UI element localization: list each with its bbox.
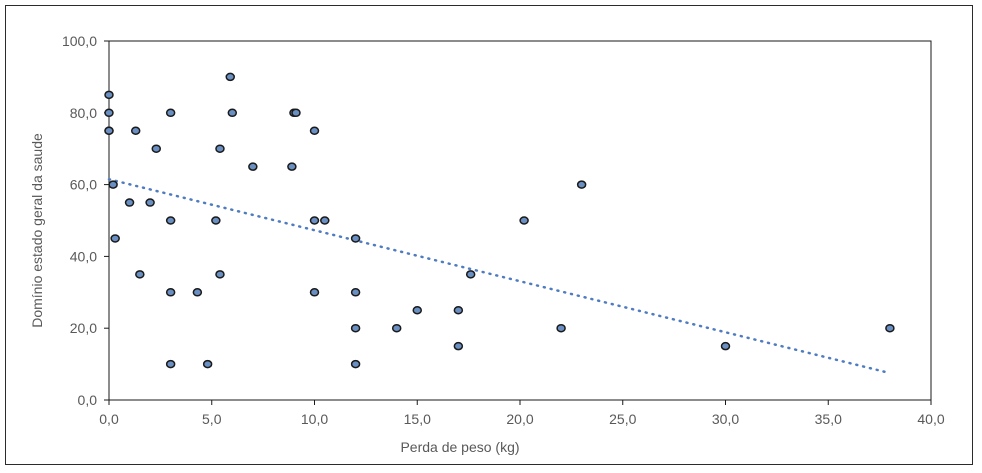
x-tick-label: 0,0 xyxy=(99,411,119,427)
data-point xyxy=(412,306,422,315)
trendline xyxy=(107,177,892,375)
data-point xyxy=(165,216,176,225)
y-tick-label: 80,0 xyxy=(70,105,97,121)
data-point xyxy=(350,288,361,297)
data-point xyxy=(391,323,402,333)
data-point xyxy=(192,288,203,297)
data-point xyxy=(135,270,145,279)
data-point xyxy=(291,108,301,118)
data-point xyxy=(350,359,361,369)
data-point xyxy=(225,72,235,82)
x-tick-label: 25,0 xyxy=(609,411,636,427)
data-point xyxy=(108,180,118,189)
data-point xyxy=(104,108,114,118)
data-point xyxy=(287,162,297,171)
data-point xyxy=(885,323,895,333)
y-tick-label: 0,0 xyxy=(78,392,98,408)
data-point xyxy=(110,234,120,243)
data-point xyxy=(165,288,176,297)
data-point xyxy=(202,359,213,369)
x-tick-label: 30,0 xyxy=(712,411,739,427)
data-point xyxy=(720,341,731,351)
data-point xyxy=(145,198,155,207)
data-point xyxy=(320,216,330,225)
data-point xyxy=(309,216,320,225)
data-point xyxy=(350,234,361,243)
data-point xyxy=(215,144,225,153)
data-point xyxy=(165,108,176,118)
y-axis-title: Domínio estado geral da saude xyxy=(29,133,45,328)
data-point xyxy=(350,323,361,333)
data-point xyxy=(309,288,320,297)
data-point xyxy=(215,270,225,279)
data-point xyxy=(211,216,221,225)
data-point xyxy=(104,126,114,135)
data-point xyxy=(227,108,238,118)
data-point xyxy=(104,90,114,100)
data-point xyxy=(248,162,258,171)
x-axis-title: Perda de peso (kg) xyxy=(400,439,519,455)
data-point xyxy=(465,270,476,279)
chart-frame xyxy=(5,5,973,465)
x-tick-label: 40,0 xyxy=(917,411,944,427)
data-point xyxy=(453,341,464,351)
data-point xyxy=(124,198,135,207)
data-point xyxy=(519,216,529,225)
data-point xyxy=(556,323,566,333)
data-point xyxy=(165,359,176,369)
y-tick-label: 100,0 xyxy=(62,33,97,49)
y-tick-label: 20,0 xyxy=(70,320,97,336)
x-tick-label: 35,0 xyxy=(815,411,842,427)
y-tick-label: 60,0 xyxy=(70,177,97,193)
data-point xyxy=(576,180,587,189)
x-tick-label: 15,0 xyxy=(404,411,431,427)
data-point xyxy=(130,126,141,135)
y-tick-label: 40,0 xyxy=(70,248,97,264)
x-tick-label: 20,0 xyxy=(506,411,533,427)
x-tick-label: 5,0 xyxy=(202,411,222,427)
data-point xyxy=(453,306,464,315)
data-point xyxy=(309,126,320,135)
data-point xyxy=(151,144,162,153)
x-tick-label: 10,0 xyxy=(301,411,328,427)
